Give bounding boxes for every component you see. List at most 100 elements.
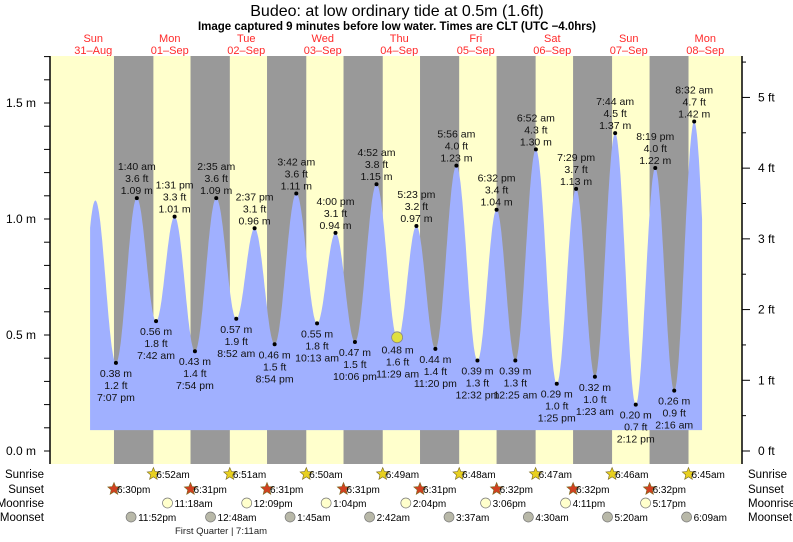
day-label-dow: Mon (159, 33, 180, 45)
day-label-dow: Sat (544, 33, 561, 45)
high-tide-label: 8:19 pm (636, 131, 674, 143)
low-tide-label: 0.7 ft (624, 422, 647, 434)
row-label-right: Moonset (748, 512, 793, 524)
high-tide-label: 5:23 pm (397, 189, 435, 201)
moonset-time: 2:42am (377, 513, 410, 524)
low-tide-label: 1.5 ft (263, 361, 286, 373)
sunset-time: 6:31pm (270, 485, 303, 496)
day-labels: Sun31–AugMon01–SepTue02–SepWed03–SepThu0… (74, 33, 724, 57)
sunset-icon (413, 481, 427, 495)
low-tide-label: 8:54 pm (256, 373, 294, 385)
sunset-time: 6:32pm (653, 485, 686, 496)
sunrise-time: 6:48am (462, 470, 495, 481)
low-tide-label: 1.8 ft (144, 338, 167, 350)
sunset-icon (489, 481, 504, 495)
low-tide-label: 1:23 am (576, 406, 614, 418)
low-tide-point (633, 402, 638, 407)
high-tide-label: 1.37 m (599, 120, 631, 132)
sunset-icon (642, 481, 657, 495)
low-tide-label: 0.57 m (220, 324, 252, 336)
low-tide-label: 0.29 m (541, 389, 573, 401)
day-label-dow: Thu (390, 33, 409, 45)
moonrise-time: 3:06pm (493, 499, 526, 510)
low-tide-label: 1.0 ft (583, 394, 606, 406)
sunrise-icon (452, 466, 467, 480)
low-tide-point (192, 349, 197, 354)
moonset-time: 4:30am (535, 513, 568, 524)
right-tick-label: 0 ft (758, 444, 775, 458)
sunset-icon (336, 481, 351, 495)
low-tide-label: 7:42 am (137, 350, 175, 362)
day-label-date: 03–Sep (304, 45, 342, 57)
high-tide-point (374, 182, 379, 187)
high-tide-label: 4.0 ft (644, 143, 667, 155)
sunset-icon (107, 481, 121, 495)
high-tide-point (172, 214, 177, 219)
high-tide-label: 3.6 ft (205, 173, 228, 185)
moonset-icon (284, 511, 296, 523)
low-tide-label: 1.9 ft (225, 336, 248, 348)
high-tide-label: 3.4 ft (485, 185, 508, 197)
right-tick-label: 2 ft (758, 303, 775, 317)
day-label-date: 04–Sep (380, 45, 418, 57)
low-tide-point (592, 374, 597, 379)
moonset-icon (125, 511, 137, 523)
low-tide-label: 1:25 pm (538, 413, 576, 425)
sunset-time: 6:31pm (423, 485, 456, 496)
row-label-left: Sunrise (5, 469, 44, 481)
low-tide-label: 10:06 pm (333, 371, 377, 383)
sunrise-time: 6:51am (233, 470, 266, 481)
high-tide-point (692, 119, 697, 124)
low-tide-label: 1.8 ft (305, 340, 328, 352)
low-tide-label: 0.44 m (419, 354, 451, 366)
moonrise-time: 2:04pm (413, 499, 446, 510)
high-tide-point (214, 196, 219, 201)
moonset-time: 12:48am (218, 513, 257, 524)
moonrise-time: 12:09pm (254, 499, 293, 510)
low-tide-label: 0.43 m (179, 356, 211, 368)
day-label-dow: Wed (312, 33, 334, 45)
high-tide-point (494, 207, 499, 212)
sunset-time: 6:31pm (194, 485, 227, 496)
low-tide-label: 12:25 am (493, 390, 537, 402)
high-tide-label: 1.42 m (678, 109, 710, 121)
sunset-time: 6:32pm (576, 485, 609, 496)
day-label-date: 07–Sep (610, 45, 648, 57)
low-tide-label: 0.56 m (140, 326, 172, 338)
low-tide-point (315, 321, 320, 326)
high-tide-point (252, 226, 257, 231)
sunrise-time: 6:49am (386, 470, 419, 481)
low-tide-point (475, 358, 480, 363)
high-tide-label: 1:40 am (118, 161, 156, 173)
moonrise-icon (480, 497, 491, 509)
moonset-time: 5:20am (615, 513, 648, 524)
sunset-icon (566, 481, 581, 495)
low-tide-label: 0.39 m (499, 366, 531, 378)
low-tide-label: 0.55 m (301, 328, 333, 340)
low-tide-label: 1.2 ft (104, 380, 127, 392)
low-tide-label: 2:16 am (655, 420, 693, 432)
high-tide-label: 3.2 ft (405, 201, 428, 213)
sunrise-time: 6:50am (309, 470, 342, 481)
day-label-date: 06–Sep (533, 45, 571, 57)
right-tick-label: 1 ft (758, 373, 775, 387)
chart-title: Budeo: at low ordinary tide at 0.5m (1.6… (250, 3, 543, 20)
right-tick-label: 5 ft (758, 90, 775, 104)
high-tide-point (653, 165, 658, 170)
low-tide-label: 0.26 m (658, 396, 690, 408)
high-tide-label: 1.11 m (281, 180, 313, 192)
moonrise-time: 11:18am (175, 499, 213, 510)
day-label-dow: Sun (83, 33, 103, 45)
high-tide-label: 4.3 ft (524, 124, 547, 136)
high-tide-label: 5:56 am (437, 129, 475, 141)
high-tide-label: 4.0 ft (445, 141, 468, 153)
low-tide-label: 11:29 am (376, 369, 419, 381)
low-tide-label: 1.4 ft (424, 366, 447, 378)
day-label-dow: Mon (695, 33, 716, 45)
high-tide-label: 0.96 m (239, 215, 271, 227)
low-tide-label: 0.38 m (100, 368, 132, 380)
high-tide-point (613, 131, 618, 136)
low-tide-point (513, 358, 518, 363)
sunrise-icon (681, 466, 696, 480)
high-tide-label: 3.6 ft (125, 173, 148, 185)
